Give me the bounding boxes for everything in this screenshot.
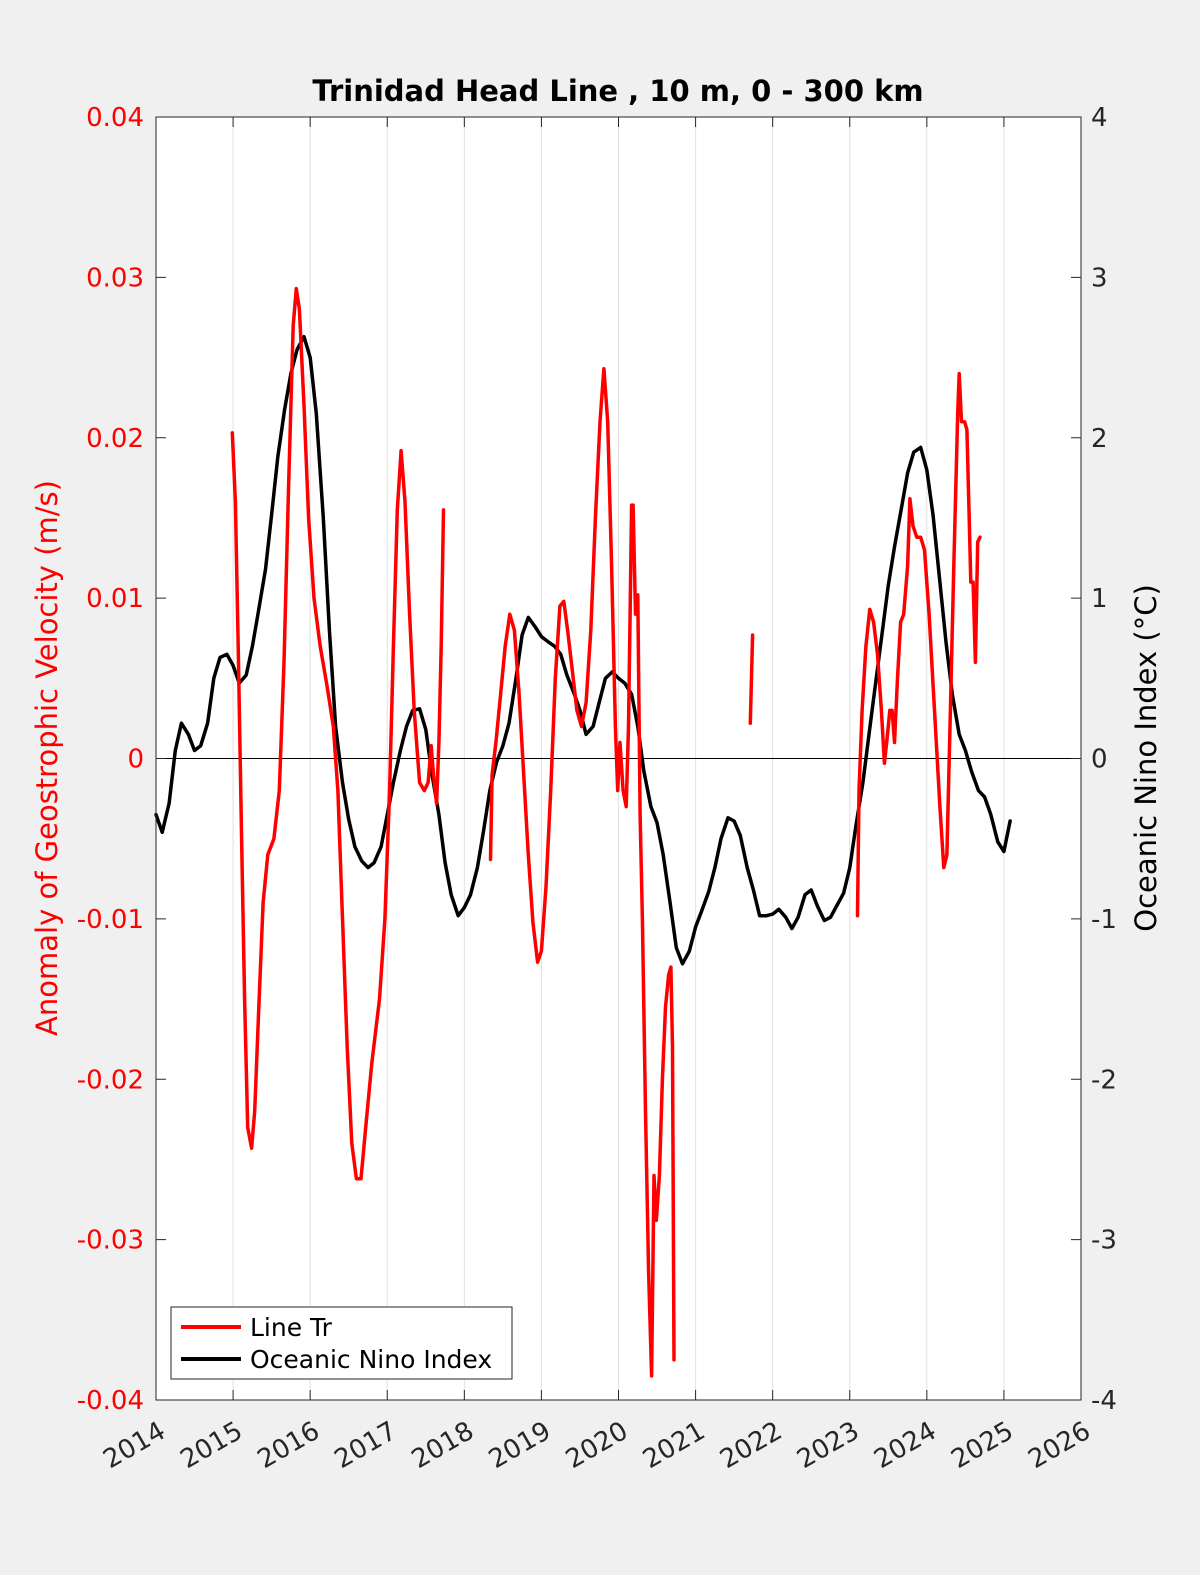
y-axis-left-label: Anomaly of Geostrophic Velocity (m/s) xyxy=(30,480,64,1036)
y-left-tick-label: -0.04 xyxy=(77,1386,144,1416)
y-right-tick-label: -4 xyxy=(1091,1386,1117,1416)
y-left-tick-label: 0 xyxy=(127,745,144,775)
y-left-tick-label: 0.01 xyxy=(86,584,144,614)
y-left-tick-label: -0.03 xyxy=(77,1226,144,1256)
series-line-line-tr xyxy=(230,286,446,1181)
y-right-tick-label: -3 xyxy=(1091,1226,1117,1256)
y-axis-right-label: Oceanic Nino Index (°C) xyxy=(1129,584,1163,932)
series-line-line-tr xyxy=(855,371,982,918)
legend-label-oni: Oceanic Nino Index xyxy=(250,1345,492,1374)
y-left-tick-label: 0.02 xyxy=(86,424,144,454)
y-right-tick-label: 3 xyxy=(1091,263,1108,293)
axis-ticks: 2014 2015 2016 2017 2018 2019 2020 2021 2022 2023… xyxy=(77,103,1117,1475)
y-right-tick-label: 0 xyxy=(1091,745,1108,775)
series-layer xyxy=(154,286,1012,1378)
y-right-tick-label: 4 xyxy=(1091,103,1108,133)
y-right-tick-label: 1 xyxy=(1091,584,1108,614)
y-left-tick-label: 0.03 xyxy=(86,263,144,293)
legend-box xyxy=(170,1306,513,1380)
legend: Line Tr Oceanic Nino Index xyxy=(170,1306,513,1380)
y-right-tick-label: -1 xyxy=(1091,905,1117,935)
y-right-tick-label: 2 xyxy=(1091,424,1108,454)
series-line-line-tr xyxy=(488,367,676,1378)
chart-title: Trinidad Head Line , 10 m, 0 - 300 km xyxy=(312,74,923,108)
series-line-line-tr xyxy=(748,633,755,725)
y-left-tick-label: -0.02 xyxy=(77,1065,144,1095)
y-right-tick-label: -2 xyxy=(1091,1065,1117,1095)
legend-label-line-tr: Line Tr xyxy=(250,1313,333,1342)
y-left-tick-label: 0.04 xyxy=(86,103,144,133)
y-left-tick-label: -0.01 xyxy=(77,905,144,935)
